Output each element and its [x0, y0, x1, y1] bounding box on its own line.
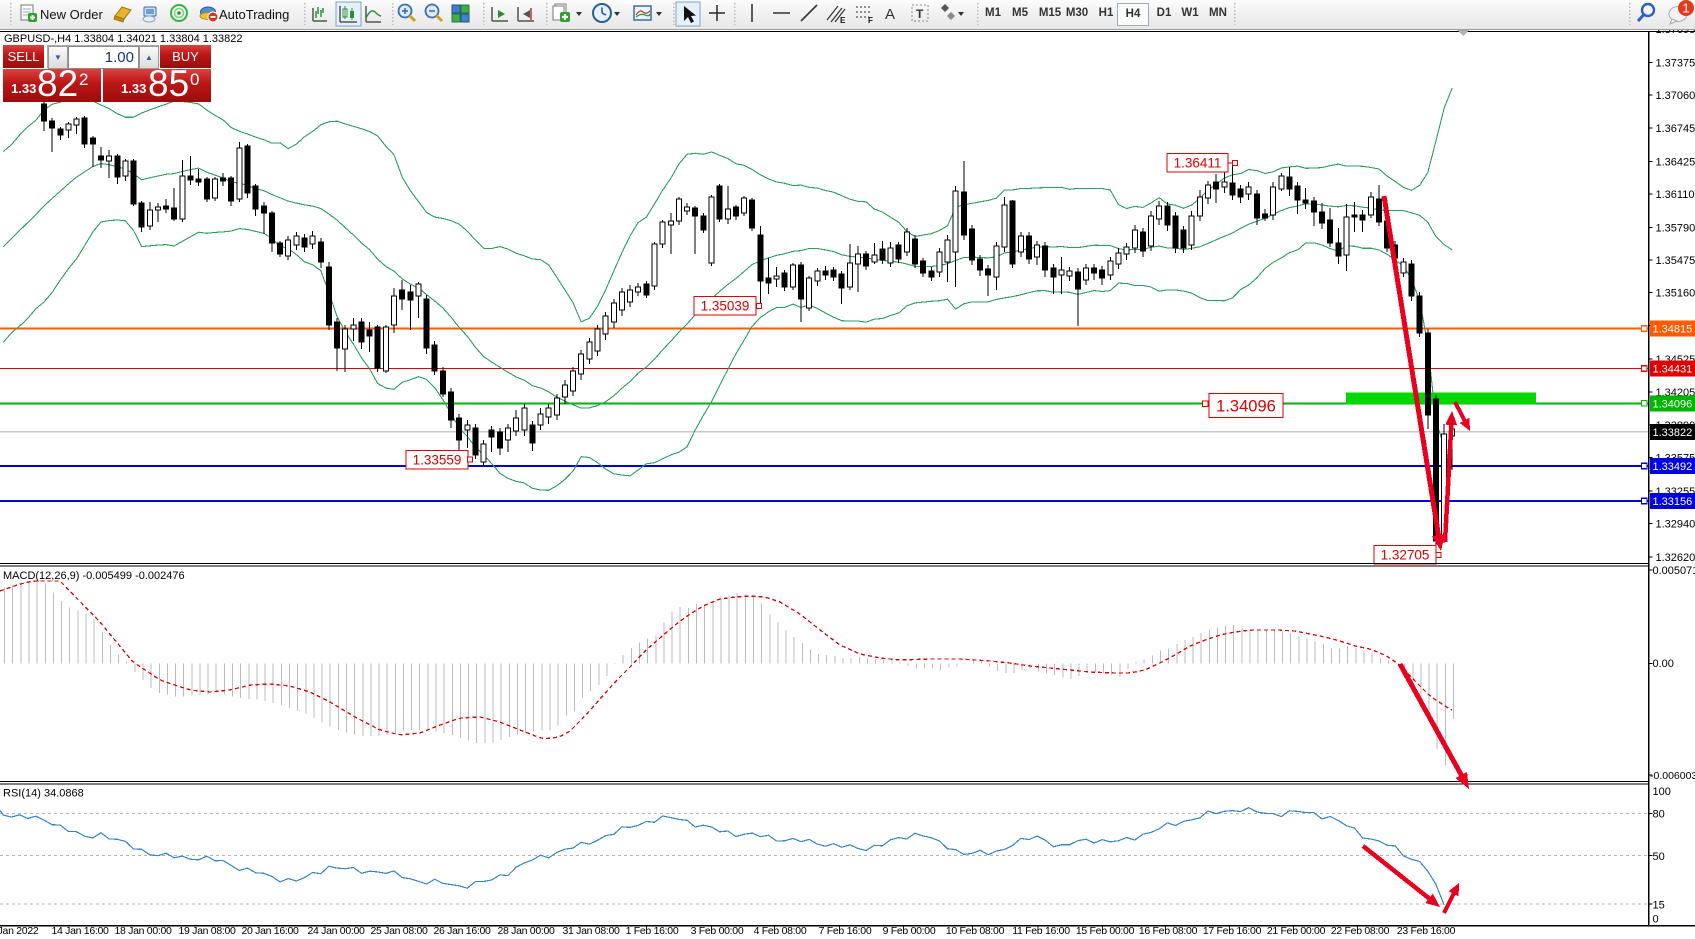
svg-text:0.00: 0.00	[1653, 658, 1674, 670]
svg-text:28 Jan 00:00: 28 Jan 00:00	[497, 925, 555, 937]
svg-text:1.37060: 1.37060	[1656, 90, 1695, 102]
svg-text:1.37375: 1.37375	[1656, 58, 1695, 70]
svg-text:0.005071: 0.005071	[1653, 565, 1695, 577]
svg-text:18 Jan 00:00: 18 Jan 00:00	[114, 925, 172, 937]
svg-text:1.34815: 1.34815	[1653, 324, 1693, 336]
svg-text:25 Jan 08:00: 25 Jan 08:00	[370, 925, 428, 937]
svg-text:80: 80	[1653, 809, 1665, 821]
svg-text:1.32705: 1.32705	[1381, 548, 1430, 563]
svg-text:1.33156: 1.33156	[1653, 496, 1693, 508]
svg-text:24 Jan 00:00: 24 Jan 00:00	[307, 925, 365, 937]
svg-text:1: 1	[1682, 1, 1689, 16]
svg-text:17 Feb 16:00: 17 Feb 16:00	[1203, 925, 1262, 937]
svg-text:1.33559: 1.33559	[413, 453, 462, 468]
svg-text:1.34431: 1.34431	[1653, 364, 1693, 376]
svg-text:15: 15	[1653, 900, 1665, 912]
svg-text:-0.006003: -0.006003	[1650, 770, 1695, 782]
svg-text:1.35790: 1.35790	[1656, 222, 1695, 234]
svg-text:1.32940: 1.32940	[1656, 519, 1695, 531]
svg-text:3 Feb 00:00: 3 Feb 00:00	[691, 925, 744, 937]
svg-text:A: A	[885, 6, 895, 23]
svg-text:19 Jan 08:00: 19 Jan 08:00	[178, 925, 236, 937]
svg-text:1.34096: 1.34096	[1653, 398, 1693, 410]
svg-text:1.35475: 1.35475	[1656, 255, 1695, 267]
svg-text:1.35160: 1.35160	[1656, 288, 1695, 300]
svg-text:RSI(14) 34.0868: RSI(14) 34.0868	[3, 788, 84, 800]
svg-text:16 Feb 08:00: 16 Feb 08:00	[1139, 925, 1198, 937]
svg-text:MACD(12,26,9) -0.005499 -0.002: MACD(12,26,9) -0.005499 -0.002476	[3, 570, 185, 582]
svg-text:1.33822: 1.33822	[1653, 427, 1693, 439]
svg-text:26 Jan 16:00: 26 Jan 16:00	[433, 925, 491, 937]
svg-text:20 Jan 16:00: 20 Jan 16:00	[241, 925, 299, 937]
svg-text:E: E	[840, 16, 846, 25]
svg-text:31 Jan 08:00: 31 Jan 08:00	[562, 925, 620, 937]
svg-text:100: 100	[1653, 786, 1671, 798]
svg-text:50: 50	[1653, 851, 1665, 863]
svg-text:4 Feb 08:00: 4 Feb 08:00	[754, 925, 807, 937]
svg-text:1.35039: 1.35039	[701, 299, 750, 314]
svg-text:F: F	[868, 16, 873, 25]
svg-text:7 Feb 16:00: 7 Feb 16:00	[819, 925, 872, 937]
svg-text:14 Jan 16:00: 14 Jan 16:00	[51, 925, 109, 937]
svg-text:1.36411: 1.36411	[1174, 156, 1222, 171]
svg-text:1.36110: 1.36110	[1656, 189, 1695, 201]
svg-text:T: T	[916, 7, 924, 21]
svg-text:1.33492: 1.33492	[1653, 461, 1693, 473]
svg-text:9 Feb 00:00: 9 Feb 00:00	[883, 925, 936, 937]
svg-text:1.36745: 1.36745	[1656, 123, 1695, 135]
svg-text:23 Feb 16:00: 23 Feb 16:00	[1397, 925, 1456, 937]
svg-text:0: 0	[1653, 914, 1659, 926]
svg-text:GBPUSD-,H4 1.33804 1.34021 1.3: GBPUSD-,H4 1.33804 1.34021 1.33804 1.338…	[4, 33, 243, 45]
svg-text:Jan 2022: Jan 2022	[0, 925, 39, 937]
svg-text:21 Feb 00:00: 21 Feb 00:00	[1267, 925, 1326, 937]
svg-text:1.32620: 1.32620	[1656, 552, 1695, 564]
svg-text:22 Feb 08:00: 22 Feb 08:00	[1331, 925, 1390, 937]
svg-text:10 Feb 08:00: 10 Feb 08:00	[946, 925, 1005, 937]
svg-text:1 Feb 16:00: 1 Feb 16:00	[626, 925, 679, 937]
svg-text:1.34096: 1.34096	[1216, 398, 1276, 416]
svg-text:11 Feb 16:00: 11 Feb 16:00	[1012, 925, 1070, 937]
svg-text:15 Feb 00:00: 15 Feb 00:00	[1076, 925, 1135, 937]
svg-text:1.36425: 1.36425	[1656, 156, 1695, 168]
